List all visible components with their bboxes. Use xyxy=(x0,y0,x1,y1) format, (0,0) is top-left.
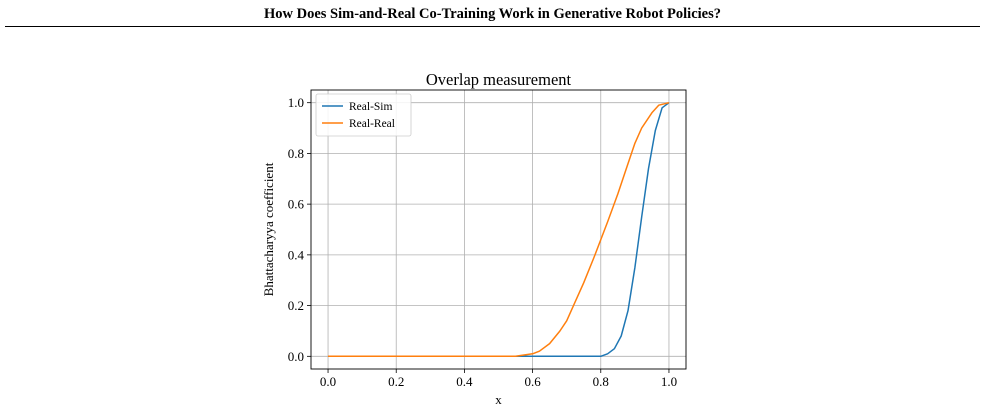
y-tick-label: 1.0 xyxy=(288,95,304,110)
header-divider xyxy=(5,26,980,27)
x-tick-label: 0.6 xyxy=(524,374,541,389)
y-tick-label: 0.0 xyxy=(288,349,304,364)
series-lines xyxy=(328,101,670,358)
x-tick-label: 0.8 xyxy=(593,374,609,389)
y-tick-label: 0.6 xyxy=(288,197,305,212)
x-tick-label: 0.2 xyxy=(388,374,404,389)
grid-lines xyxy=(311,90,686,369)
x-tick-label: 1.0 xyxy=(661,374,677,389)
legend: Real-Sim Real-Real xyxy=(315,93,412,137)
axes-frame xyxy=(310,89,687,370)
page-header: How Does Sim-and-Real Co-Training Work i… xyxy=(0,0,985,28)
y-axis-label: Bhattacharyya coefficient xyxy=(261,162,276,296)
paper-title: How Does Sim-and-Real Co-Training Work i… xyxy=(263,6,721,22)
y-tick-label: 0.8 xyxy=(288,146,304,161)
series-line-real-sim xyxy=(328,102,670,358)
x-tick-label: 0.0 xyxy=(320,374,336,389)
y-tick-label: 0.4 xyxy=(288,247,305,262)
series-line-real-real xyxy=(328,101,670,358)
x-axis-label: x xyxy=(495,392,502,407)
axis-ticks: 0.0 0.2 0.4 0.6 0.8 1.0 0.0 0.2 0.4 0.6 0.8 1.0 xyxy=(288,95,677,389)
legend-label: Real-Real xyxy=(349,118,395,130)
legend-label: Real-Sim xyxy=(349,101,392,113)
y-tick-label: 0.2 xyxy=(288,298,304,313)
x-tick-label: 0.4 xyxy=(456,374,473,389)
legend-box xyxy=(315,93,412,137)
chart-title: Overlap measurement xyxy=(426,70,572,89)
